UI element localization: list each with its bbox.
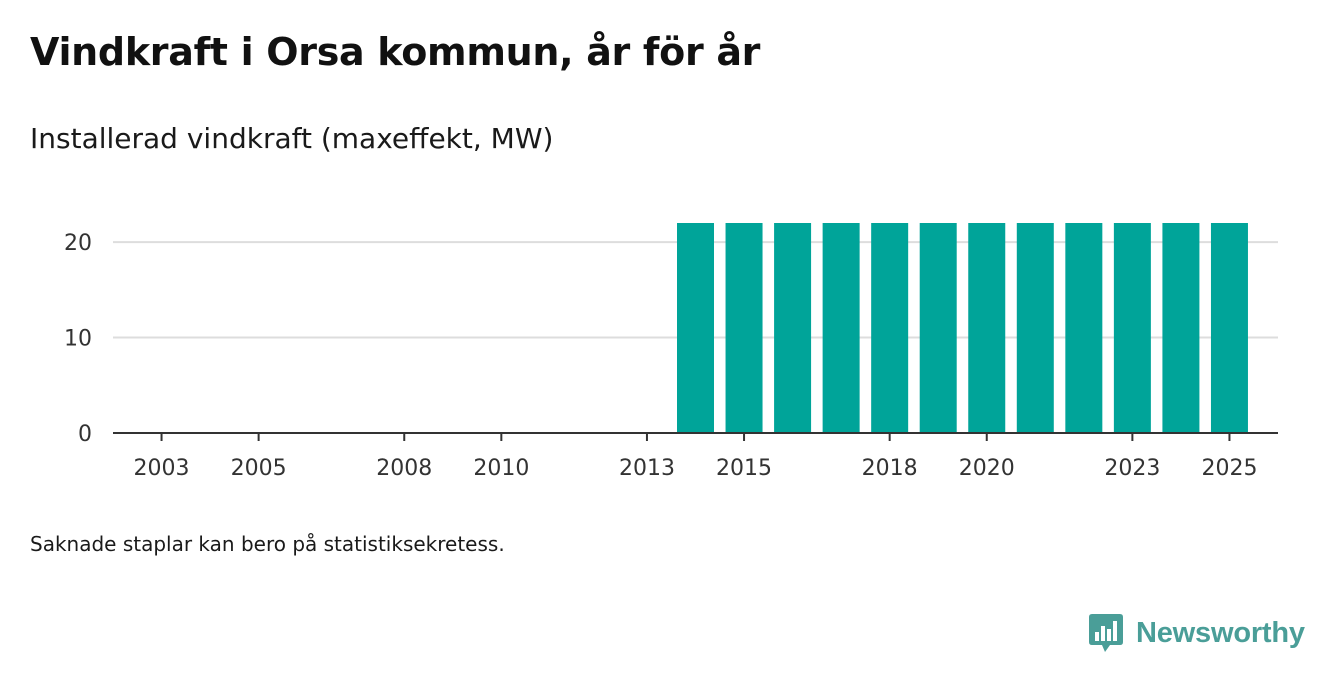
chart-title: Vindkraft i Orsa kommun, år för år (30, 30, 761, 74)
bar-2023 (1113, 223, 1151, 433)
newsworthy-logo: Newsworthy (1088, 612, 1305, 654)
brand-name: Newsworthy (1136, 616, 1305, 649)
x-tick-label: 2018 (862, 456, 918, 481)
x-tick-label: 2025 (1201, 456, 1257, 481)
x-tick-label: 2020 (959, 456, 1015, 481)
bar-2022 (1065, 223, 1103, 433)
bar-2021 (1016, 223, 1054, 433)
bar-2014 (677, 223, 714, 433)
bars (677, 223, 1248, 433)
x-axis-labels: 2003 2005 2008 2010 2013 2015 2018 2020 2023 2025 (134, 456, 1258, 481)
y-tick-label: 0 (78, 422, 92, 447)
y-tick-label: 20 (64, 231, 92, 256)
x-tick-label: 2013 (619, 456, 675, 481)
bar-2017 (822, 223, 860, 433)
x-tick-label: 2015 (716, 456, 772, 481)
newsworthy-logo-icon (1089, 614, 1123, 652)
bar-2020 (968, 223, 1006, 433)
bar-2016 (774, 223, 812, 433)
x-tick-label: 2005 (231, 456, 287, 481)
x-tick-label: 2010 (473, 456, 529, 481)
footnote: Saknade staplar kan bero på statistiksek… (30, 532, 505, 556)
x-tick-label: 2023 (1104, 456, 1160, 481)
bar-2019 (919, 223, 957, 433)
bar-2018 (871, 223, 909, 433)
x-axis (113, 432, 1278, 441)
x-tick-label: 2003 (134, 456, 190, 481)
y-axis-labels: 0 10 20 (64, 231, 92, 447)
chart-subtitle: Installerad vindkraft (maxeffekt, MW) (30, 122, 554, 155)
x-tick-label: 2008 (376, 456, 432, 481)
bar-2024 (1162, 223, 1200, 433)
bar-2025 (1210, 223, 1248, 433)
bar-2015 (725, 223, 763, 433)
y-tick-label: 10 (64, 327, 92, 352)
